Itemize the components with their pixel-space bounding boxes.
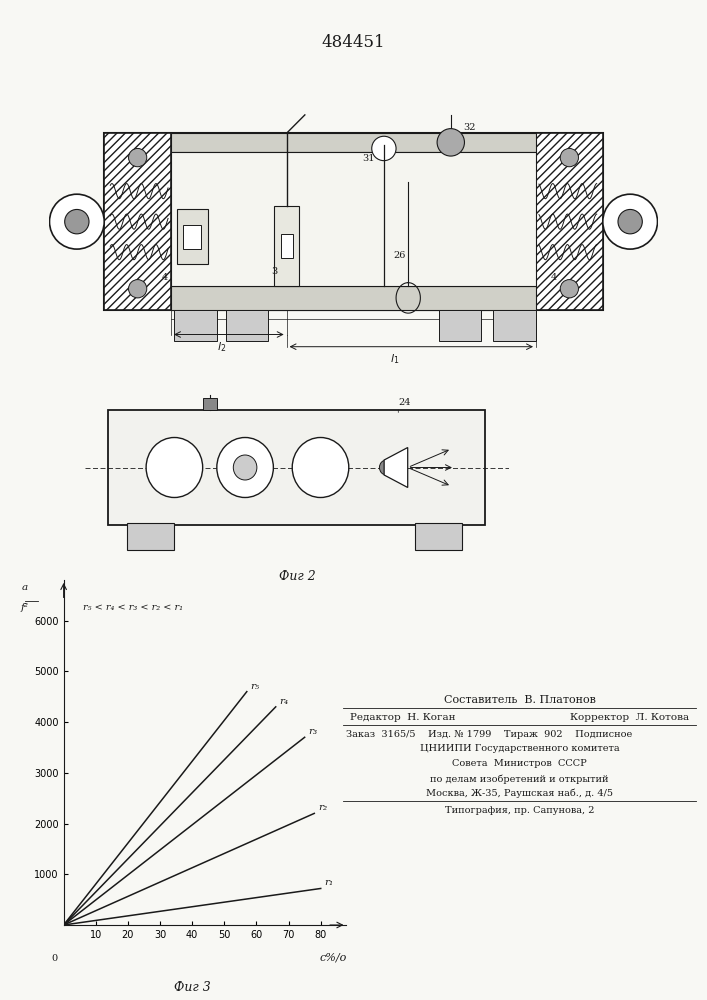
Bar bbox=[493, 310, 536, 341]
Text: r₂: r₂ bbox=[318, 803, 327, 812]
Text: Фиг 2: Фиг 2 bbox=[279, 570, 315, 583]
Text: r₁: r₁ bbox=[325, 878, 334, 887]
Text: c%/о: c%/о bbox=[320, 953, 347, 963]
Text: Москва, Ж-35, Раушская наб., д. 4/5: Москва, Ж-35, Раушская наб., д. 4/5 bbox=[426, 789, 613, 798]
Circle shape bbox=[146, 438, 203, 497]
Circle shape bbox=[129, 148, 147, 167]
Bar bbox=[274, 206, 299, 286]
Polygon shape bbox=[384, 448, 408, 488]
Bar bbox=[233, 455, 257, 480]
Text: r₅: r₅ bbox=[251, 682, 259, 691]
Bar bbox=[183, 225, 201, 249]
Bar bbox=[438, 310, 481, 341]
Text: Заказ  3165/5    Изд. № 1799    Тираж  902    Подписное: Заказ 3165/5 Изд. № 1799 Тираж 902 Подпи… bbox=[346, 730, 633, 739]
Bar bbox=[171, 133, 536, 151]
Text: Фиг 3: Фиг 3 bbox=[174, 981, 211, 994]
Circle shape bbox=[64, 209, 89, 234]
Text: ЦНИИПИ Государственного комитета: ЦНИИПИ Государственного комитета bbox=[420, 744, 619, 753]
Bar bbox=[171, 286, 536, 310]
Bar bbox=[281, 234, 293, 258]
Circle shape bbox=[129, 280, 147, 298]
Text: r₄: r₄ bbox=[279, 697, 288, 706]
Circle shape bbox=[380, 460, 394, 475]
Circle shape bbox=[217, 438, 274, 497]
Bar bbox=[536, 133, 603, 310]
Text: 32: 32 bbox=[463, 123, 475, 132]
Bar bbox=[171, 151, 536, 286]
Text: 4: 4 bbox=[162, 273, 168, 282]
Text: Типография, пр. Сапунова, 2: Типография, пр. Сапунова, 2 bbox=[445, 806, 595, 815]
Text: 0: 0 bbox=[51, 954, 57, 963]
Bar bbox=[177, 209, 208, 264]
Text: Редактор  Н. Коган: Редактор Н. Коган bbox=[350, 713, 455, 722]
Bar bbox=[104, 133, 603, 310]
Text: 484451: 484451 bbox=[322, 34, 385, 51]
Bar bbox=[108, 410, 486, 525]
Circle shape bbox=[618, 209, 642, 234]
Text: 4: 4 bbox=[551, 273, 557, 282]
Text: f²: f² bbox=[21, 603, 29, 612]
Text: r₅ < r₄ < r₃ < r₂ < r₁: r₅ < r₄ < r₃ < r₂ < r₁ bbox=[83, 603, 183, 612]
Bar bbox=[226, 310, 269, 341]
Text: Составитель  В. Платонов: Составитель В. Платонов bbox=[444, 695, 595, 705]
Text: 24: 24 bbox=[398, 398, 411, 407]
Circle shape bbox=[292, 438, 349, 497]
Text: 31: 31 bbox=[363, 154, 375, 163]
Bar bbox=[203, 397, 217, 410]
Circle shape bbox=[560, 280, 578, 298]
Text: Корректор  Л. Котова: Корректор Л. Котова bbox=[571, 713, 689, 722]
Bar bbox=[415, 522, 462, 550]
Circle shape bbox=[560, 148, 578, 167]
Text: $l_2$: $l_2$ bbox=[217, 340, 226, 354]
Text: $l_1$: $l_1$ bbox=[390, 352, 399, 366]
Text: 3: 3 bbox=[271, 266, 278, 275]
Circle shape bbox=[603, 194, 658, 249]
Circle shape bbox=[233, 455, 257, 480]
Text: r₃: r₃ bbox=[308, 727, 317, 736]
Circle shape bbox=[437, 129, 464, 156]
Circle shape bbox=[372, 136, 396, 161]
Text: Совета  Министров  СССР: Совета Министров СССР bbox=[452, 759, 587, 768]
Text: по делам изобретений и открытий: по делам изобретений и открытий bbox=[431, 774, 609, 784]
Text: a: a bbox=[22, 583, 28, 592]
Bar bbox=[174, 310, 216, 341]
Circle shape bbox=[49, 194, 104, 249]
Bar bbox=[104, 133, 171, 310]
Bar bbox=[127, 522, 175, 550]
Text: 26: 26 bbox=[393, 251, 405, 260]
